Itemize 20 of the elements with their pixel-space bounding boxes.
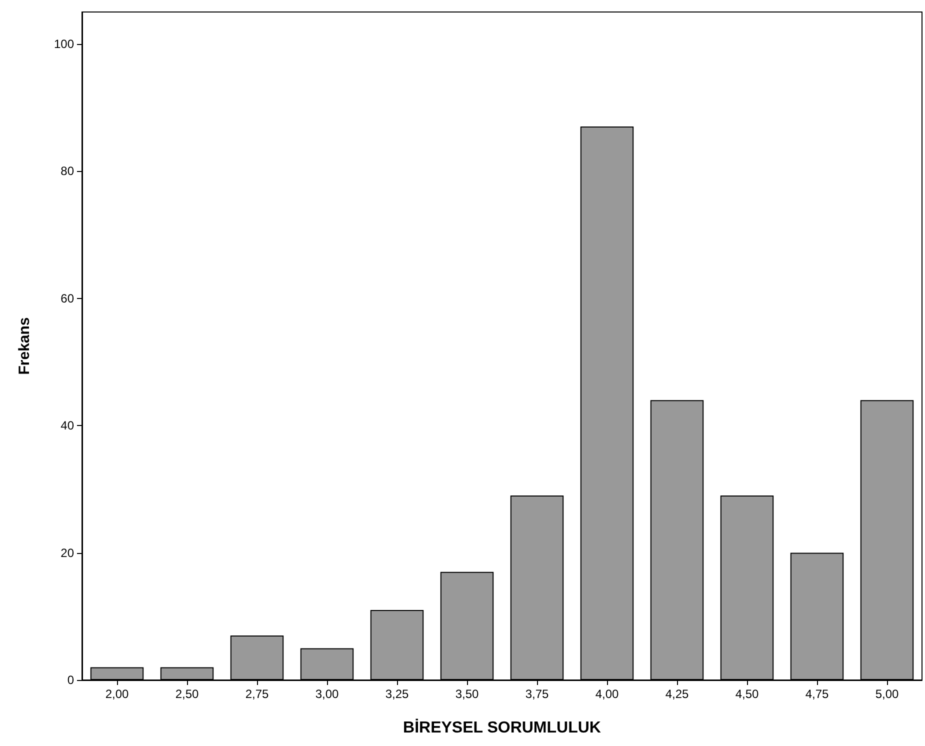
x-axis-title: BİREYSEL SORUMLULUK: [403, 718, 602, 736]
x-tick-label: 5,00: [875, 687, 899, 701]
y-tick-label: 20: [60, 546, 74, 560]
x-tick-label: 3,50: [455, 687, 479, 701]
x-tick-label: 3,25: [385, 687, 409, 701]
y-tick-label: 80: [60, 164, 74, 178]
x-tick-label: 2,50: [175, 687, 199, 701]
x-tick-label: 3,75: [525, 687, 549, 701]
y-tick-label: 100: [54, 36, 74, 51]
x-tick-label: 4,75: [805, 687, 829, 701]
x-tick-label: 2,00: [105, 687, 129, 701]
x-tick-label: 3,00: [315, 687, 339, 701]
x-tick-label: 2,75: [245, 687, 269, 701]
x-tick-label: 4,25: [665, 687, 689, 701]
x-tick-label: 4,00: [595, 687, 619, 701]
y-axis-title: Frekans: [16, 317, 33, 375]
x-tick-label: 4,50: [735, 687, 759, 701]
y-tick-label: 60: [60, 291, 74, 306]
y-tick-label: 40: [60, 418, 74, 433]
y-tick-label: 0: [67, 673, 74, 687]
